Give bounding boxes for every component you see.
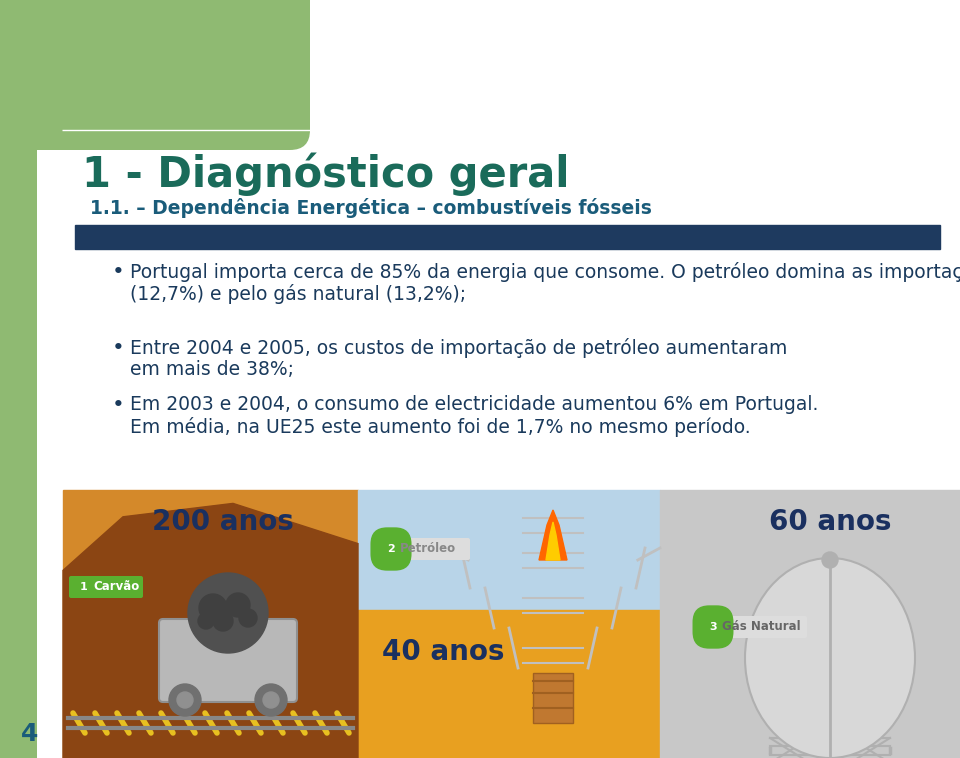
Text: Gás Natural: Gás Natural [722,621,801,634]
Text: Em 2003 e 2004, o consumo de electricidade aumentou 6% em Portugal.: Em 2003 e 2004, o consumo de electricida… [130,395,818,414]
Bar [0,0,62,758]
Text: 40 anos: 40 anos [382,638,504,666]
Text: Entre 2004 e 2005, os custos de importação de petróleo aumentaram: Entre 2004 e 2005, os custos de importaç… [130,338,787,358]
Bar [75,225,940,249]
Bar [0,0,270,110]
Bar [358,610,660,758]
Text: Petróleo: Petróleo [400,543,456,556]
FancyBboxPatch shape [698,616,807,638]
Text: Carvão: Carvão [93,581,139,594]
FancyBboxPatch shape [0,0,310,150]
Circle shape [169,684,201,716]
FancyBboxPatch shape [37,92,960,758]
Polygon shape [539,510,567,560]
Circle shape [199,594,227,622]
Text: Portugal importa cerca de 85% da energia que consome. O petróleo domina as impor: Portugal importa cerca de 85% da energia… [130,262,960,282]
Circle shape [255,684,287,716]
Text: 4: 4 [21,722,38,746]
Text: 1.1. – Dependência Energética – combustíveis fósseis: 1.1. – Dependência Energética – combustí… [90,198,652,218]
Text: •: • [112,262,125,282]
Text: •: • [112,338,125,358]
Text: em mais de 38%;: em mais de 38%; [130,360,294,379]
Circle shape [177,692,193,708]
Bar [0,0,960,130]
Circle shape [822,552,838,568]
Polygon shape [63,503,358,758]
Text: Em média, na UE25 este aumento foi de 1,7% no mesmo período.: Em média, na UE25 este aumento foi de 1,… [130,417,751,437]
Circle shape [213,611,233,631]
FancyBboxPatch shape [69,576,143,598]
Circle shape [263,692,279,708]
Circle shape [188,573,268,653]
Bar [533,673,573,723]
Circle shape [226,593,250,617]
Ellipse shape [745,558,915,758]
Bar [55,128,960,758]
Text: 200 anos: 200 anos [152,508,294,536]
Bar [660,490,960,758]
Text: 60 anos: 60 anos [769,508,891,536]
Text: (12,7%) e pelo gás natural (13,2%);: (12,7%) e pelo gás natural (13,2%); [130,284,467,304]
Text: 2: 2 [387,544,395,554]
Text: 1 - Diagnóstico geral: 1 - Diagnóstico geral [82,152,569,196]
Circle shape [198,613,214,629]
Bar [73,110,960,146]
Circle shape [239,609,257,627]
Bar [358,490,660,610]
FancyBboxPatch shape [159,619,297,702]
Polygon shape [546,522,560,560]
Text: 1: 1 [80,582,88,592]
FancyBboxPatch shape [376,538,470,560]
Text: •: • [112,395,125,415]
Text: 3: 3 [709,622,717,632]
Bar [63,490,358,758]
Bar [0,0,62,758]
